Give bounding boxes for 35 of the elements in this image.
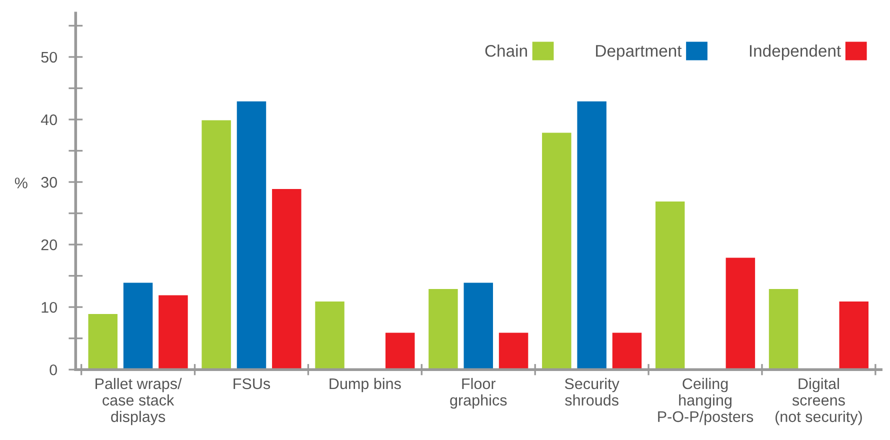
bar [200, 118, 232, 370]
bar [724, 256, 756, 370]
x-tick-label: Dump bins [330, 378, 401, 392]
bar [122, 281, 154, 370]
legend-label: Department [596, 45, 682, 60]
bar [384, 331, 416, 370]
legend-label: Independent [750, 44, 841, 60]
bar [427, 288, 460, 370]
bar [498, 331, 530, 370]
legend-label: Chain [485, 44, 527, 57]
x-tick-label: Floor graphics [450, 378, 507, 409]
y-tick-label: 10 [42, 302, 57, 313]
bar [610, 331, 643, 370]
bar [654, 200, 686, 370]
bar [768, 288, 800, 370]
x-tick-label: FSUs [234, 378, 270, 390]
bar [157, 294, 190, 370]
bar [462, 281, 494, 370]
bar [270, 188, 303, 370]
bar [235, 100, 268, 370]
y-axis-title: % [14, 178, 28, 188]
y-tick-label: 30 [41, 176, 57, 188]
x-tick-label: Digital screens (not security) [776, 378, 862, 426]
bar [576, 100, 608, 370]
bar [86, 312, 119, 370]
x-tick-label: Pallet wraps/ case stack displays [96, 378, 182, 426]
bar [540, 131, 573, 370]
y-tick-label: 40 [40, 114, 57, 126]
bar [838, 300, 870, 370]
x-tick-label: Ceiling hanging P-O-P/posters [658, 378, 754, 426]
bar [314, 300, 346, 370]
y-tick-label: 20 [41, 239, 57, 250]
y-tick-label: 0 [50, 364, 57, 376]
x-tick-label: Security shrouds [564, 378, 620, 406]
y-tick-label: 50 [41, 52, 57, 63]
